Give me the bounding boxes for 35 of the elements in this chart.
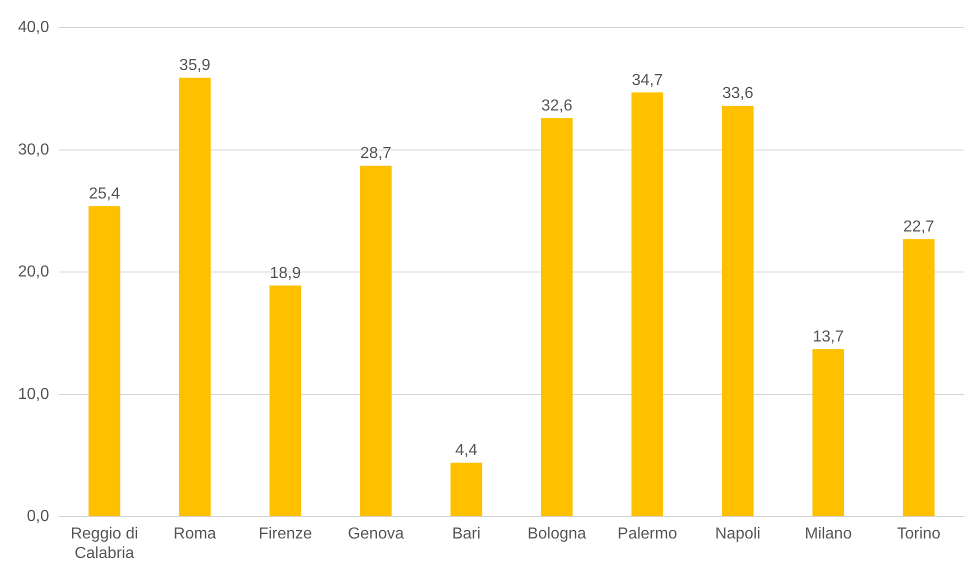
bar xyxy=(722,106,754,516)
bar xyxy=(540,118,573,516)
x-tick-label: Palermo xyxy=(618,526,678,543)
data-label: 25,4 xyxy=(88,185,120,202)
y-tick-label: 20,0 xyxy=(18,264,50,281)
y-tick-label: 10,0 xyxy=(18,386,50,403)
data-label: 34,7 xyxy=(632,72,663,89)
x-tick-label: Firenze xyxy=(258,526,312,543)
x-tick-label: Milano xyxy=(804,526,852,543)
data-label: 4,4 xyxy=(455,442,478,460)
bar xyxy=(812,349,844,516)
bar xyxy=(270,286,302,516)
bar xyxy=(179,78,211,516)
data-label: 22,7 xyxy=(903,218,934,236)
data-label: 13,7 xyxy=(812,328,844,346)
bar xyxy=(88,206,120,516)
x-tick-label: Bari xyxy=(452,526,481,543)
y-tick-label: 40,0 xyxy=(18,19,50,36)
x-tick-label: Genova xyxy=(348,526,404,543)
y-tick-label: 0,0 xyxy=(26,508,50,526)
x-tick-label: Napoli xyxy=(715,526,760,543)
data-label: 35,9 xyxy=(179,57,211,74)
x-tick-label: Reggio di Calabria xyxy=(70,526,138,562)
bar xyxy=(902,239,935,516)
data-label: 33,6 xyxy=(722,85,754,102)
x-tick-label: Torino xyxy=(896,526,941,543)
bar xyxy=(450,462,482,516)
bar xyxy=(631,92,664,516)
bar xyxy=(360,166,392,516)
data-label: 32,6 xyxy=(541,97,572,114)
data-label: 18,9 xyxy=(270,264,302,282)
x-tick-label: Bologna xyxy=(527,526,586,543)
data-label: 28,7 xyxy=(360,145,392,162)
x-tick-label: Roma xyxy=(174,526,216,543)
y-tick-label: 30,0 xyxy=(18,141,50,158)
